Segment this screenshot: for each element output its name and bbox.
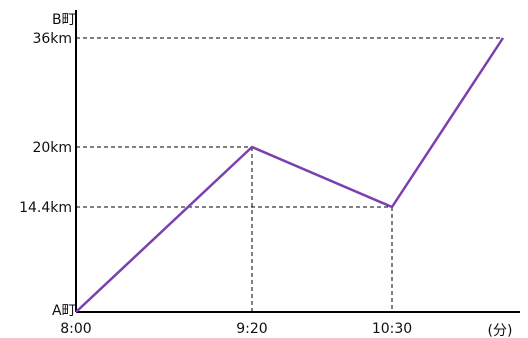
series-line-0 xyxy=(75,37,505,313)
y-tick-label: 36km xyxy=(32,31,72,47)
x-tick-label: 8:00 xyxy=(60,321,91,337)
x-tick-label: 10:30 xyxy=(372,321,412,337)
x-axis-unit-label: (分) xyxy=(488,323,513,338)
y-tick-label: 20km xyxy=(32,140,72,156)
y-tick-label: 14.4km xyxy=(19,200,72,216)
x-tick-label: 9:20 xyxy=(236,321,267,337)
y-axis-top-label: B町 xyxy=(52,12,76,28)
y-axis-origin-label: A町 xyxy=(52,303,76,319)
